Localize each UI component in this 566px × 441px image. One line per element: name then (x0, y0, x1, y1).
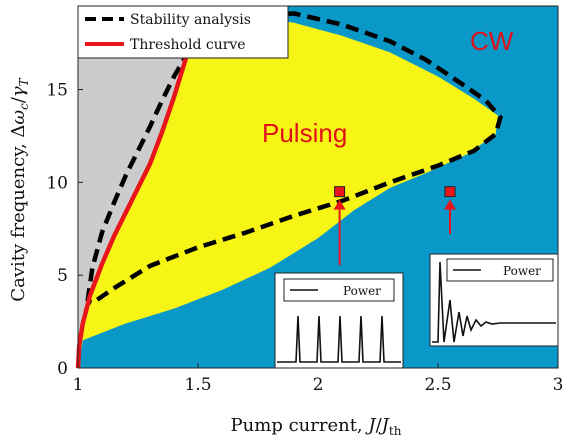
marker-arrow-head-1 (333, 199, 346, 210)
inset-pulsing-legend-box (283, 278, 395, 302)
marker-point-2 (444, 186, 456, 198)
inset-damped: Power (429, 253, 559, 347)
legend-box (77, 5, 289, 59)
y-tick-label: 5 (57, 266, 68, 286)
inset-pulsing: Power (274, 272, 404, 369)
marker-point-1 (334, 186, 346, 198)
region-pulsing (78, 6, 498, 368)
legend: Stability analysis Threshold curve (77, 5, 289, 59)
axes: 1 1.5 2 2.5 3 0 5 10 15 (46, 5, 564, 395)
legend-label-threshold: Threshold curve (130, 37, 246, 53)
inset-pulsing-legend-label: Power (343, 284, 381, 298)
x-axis-label: Pump current, J/Jth (231, 415, 402, 438)
y-tick-label: 10 (46, 173, 68, 193)
marker-arrow-head-2 (444, 199, 456, 210)
stability-analysis-line (85, 11, 503, 306)
x-tick-label: 1.5 (184, 375, 211, 395)
x-tick-label: 2.5 (424, 375, 451, 395)
inset-damped-legend-box (446, 258, 554, 282)
region-label-pulsing: Pulsing (262, 118, 347, 148)
y-tick-label: 15 (46, 81, 68, 101)
x-tick-label: 1 (73, 375, 84, 395)
inset-damped-legend-label: Power (503, 264, 541, 278)
y-tick-label: 0 (57, 359, 68, 379)
y-axis-label: Cavity frequency, Δωc/γT (8, 77, 31, 301)
x-tick-label: 3 (553, 375, 564, 395)
threshold-curve-line (75, 5, 198, 369)
x-tick-label: 2 (313, 375, 324, 395)
inset-pulsing-trace (277, 315, 401, 363)
inset-damped-trace (432, 261, 556, 343)
legend-label-stability: Stability analysis (130, 12, 251, 28)
region-label-cw: CW (470, 26, 514, 56)
